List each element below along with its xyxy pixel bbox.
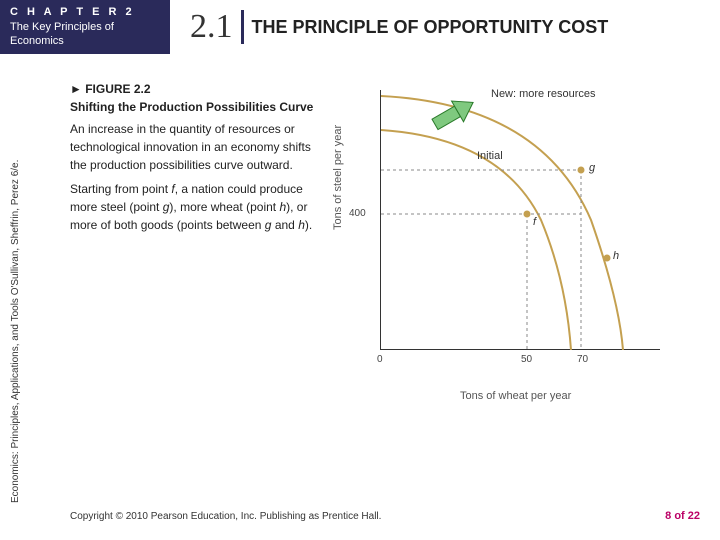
- sidebar-citation: Economics: Principles, Applications, and…: [10, 160, 21, 503]
- figure-caption: ► FIGURE 2.2 Shifting the Production Pos…: [70, 80, 320, 380]
- chapter-title: The Key Principles of Economics: [10, 20, 160, 49]
- point-f: [524, 211, 531, 218]
- label-h: h: [613, 250, 619, 262]
- copyright: Copyright © 2010 Pearson Education, Inc.…: [70, 511, 381, 522]
- label-f: f: [533, 216, 536, 228]
- chapter-block: C H A P T E R 2 The Key Principles of Ec…: [0, 0, 170, 54]
- point-g: [578, 167, 585, 174]
- divider-bar: [241, 10, 244, 44]
- label-new: New: more resources: [491, 88, 596, 100]
- figure-para1: An increase in the quantity of resources…: [70, 120, 320, 174]
- x-tick-50: 50: [521, 354, 532, 365]
- label-initial: Initial: [477, 150, 503, 162]
- section-block: 2.1 THE PRINCIPLE OF OPPORTUNITY COST: [170, 0, 720, 54]
- shift-arrow: [429, 92, 479, 135]
- y-tick-400: 400: [349, 208, 366, 219]
- x-axis-label: Tons of wheat per year: [460, 390, 571, 402]
- x-tick-0: 0: [377, 354, 383, 365]
- label-g: g: [589, 162, 595, 174]
- page-number: 8 of 22: [665, 510, 700, 522]
- plot-area: 400 0 50 70: [380, 90, 660, 350]
- curve-initial: [381, 130, 571, 350]
- sidebar: Economics: Principles, Applications, and…: [10, 62, 26, 502]
- header: C H A P T E R 2 The Key Principles of Ec…: [0, 0, 720, 54]
- curves-svg: [381, 90, 661, 350]
- section-number: 2.1: [190, 8, 233, 46]
- figure-title: Shifting the Production Possibilities Cu…: [70, 98, 320, 116]
- figure-para2: Starting from point f, a nation could pr…: [70, 180, 320, 234]
- point-h: [604, 255, 611, 262]
- chapter-label: C H A P T E R 2: [10, 6, 160, 18]
- main-content: ► FIGURE 2.2 Shifting the Production Pos…: [70, 80, 700, 380]
- figure-label: ► FIGURE 2.2: [70, 80, 320, 98]
- ppc-chart: Tons of steel per year Tons of wheat per…: [340, 80, 680, 380]
- y-axis-label: Tons of steel per year: [332, 125, 344, 230]
- section-title: THE PRINCIPLE OF OPPORTUNITY COST: [252, 17, 609, 38]
- x-tick-70: 70: [577, 354, 588, 365]
